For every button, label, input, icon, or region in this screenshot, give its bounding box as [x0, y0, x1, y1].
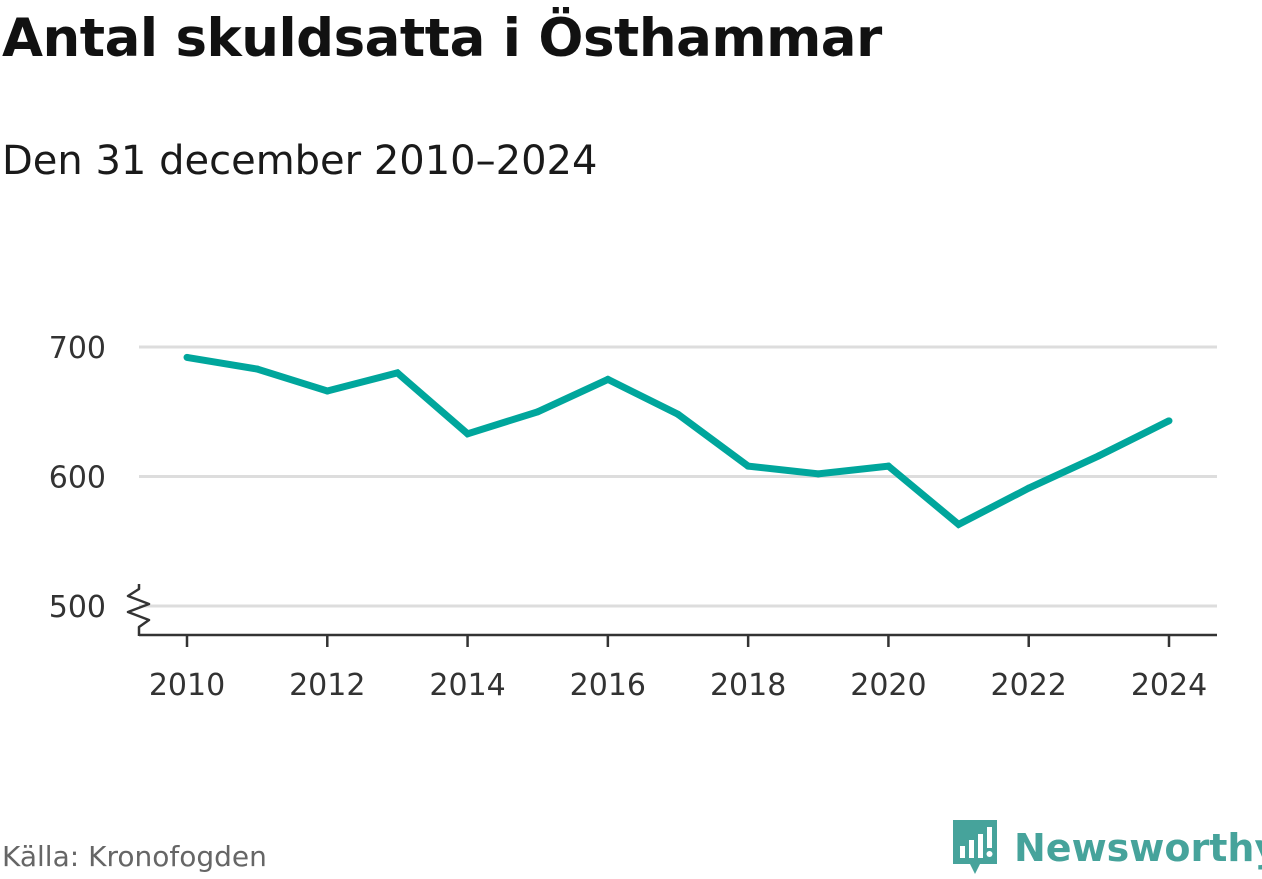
- x-tick-label: 2022: [991, 668, 1067, 703]
- gridlines: [139, 345, 1217, 608]
- x-tick-label: 2018: [710, 668, 786, 703]
- series-line: [186, 353, 1171, 529]
- data-point-2012: [323, 387, 331, 395]
- data-point-2020: [884, 462, 892, 470]
- data-point-2024: [1165, 417, 1173, 425]
- y-tick-label: 600: [49, 461, 106, 496]
- data-point-2014: [464, 430, 472, 438]
- x-tick-label: 2012: [289, 668, 365, 703]
- x-axis: [139, 633, 1217, 647]
- series-layer: [183, 353, 1173, 529]
- x-tick-label: 2024: [1131, 668, 1207, 703]
- data-point-2022: [1025, 484, 1033, 492]
- x-tick-label: 2016: [570, 668, 646, 703]
- brand-logo: Newsworthy: [950, 818, 1262, 878]
- x-tick-label: 2010: [149, 668, 225, 703]
- y-axis-tick-labels: 500 600 700: [49, 331, 106, 625]
- y-tick-label: 500: [49, 590, 106, 625]
- data-point-2010: [183, 353, 191, 361]
- source-note: Källa: Kronofogden: [2, 840, 267, 873]
- chart-title: Antal skuldsatta i Östhammar: [2, 8, 882, 69]
- x-axis-tick-labels: 2010 2012 2014 2016 2018 2020 2022 2024: [149, 668, 1207, 703]
- data-point-2016: [604, 375, 612, 383]
- x-tick-label: 2014: [429, 668, 505, 703]
- chart-subtitle: Den 31 december 2010–2024: [2, 138, 598, 184]
- bar-chart-speech-bubble-icon: [953, 820, 997, 874]
- data-point-2018: [744, 462, 752, 470]
- data-point-2013: [393, 369, 401, 377]
- brand-name: Newsworthy: [1014, 826, 1262, 870]
- data-point-2011: [253, 365, 261, 373]
- x-tick-label: 2020: [850, 668, 926, 703]
- data-point-2023: [1095, 452, 1103, 460]
- data-point-2019: [814, 470, 822, 478]
- data-point-2015: [534, 408, 542, 416]
- data-point-2021: [955, 520, 963, 528]
- y-tick-label: 700: [49, 331, 106, 366]
- data-point-2017: [674, 410, 682, 418]
- y-axis-break-icon: [126, 584, 151, 636]
